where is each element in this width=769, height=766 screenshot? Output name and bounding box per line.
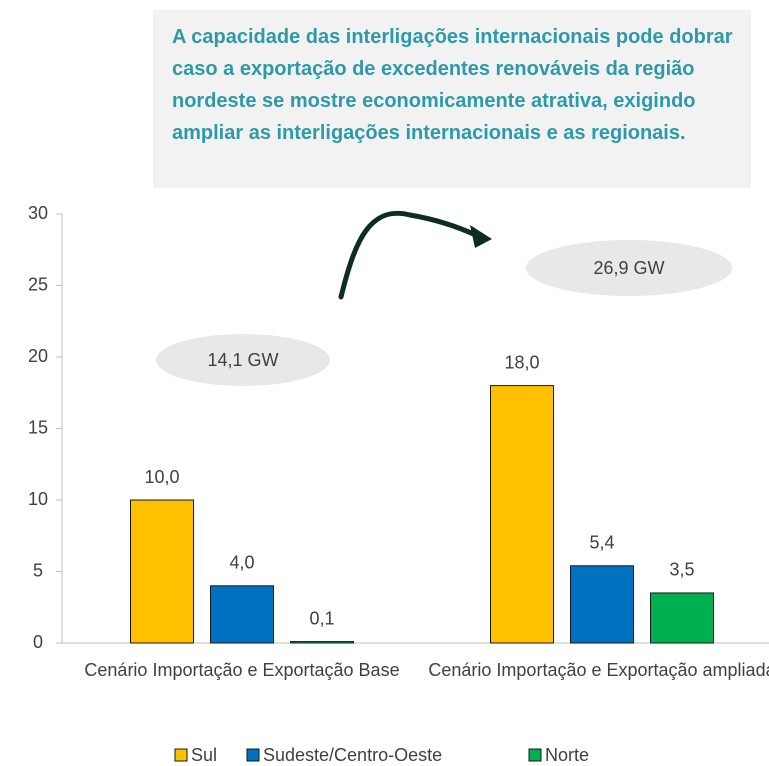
legend-swatch: [528, 748, 542, 762]
y-tick-label: 20: [28, 346, 48, 366]
data-label: 5,4: [589, 533, 614, 553]
data-label: 0,1: [309, 608, 334, 628]
y-tick-label: 5: [33, 560, 43, 580]
arrow: [338, 210, 481, 300]
data-label: 10,0: [144, 467, 179, 487]
data-label: 18,0: [504, 352, 539, 372]
total-bubble: [526, 240, 732, 296]
y-tick-label: 0: [33, 632, 43, 652]
total-label: 26,9 GW: [593, 258, 664, 278]
x-tick-label: Cenário Importação e Exportação ampliada: [428, 660, 769, 680]
legend-swatch: [246, 748, 260, 762]
y-tick-label: 15: [28, 417, 48, 437]
y-tick-label: 25: [28, 274, 48, 294]
data-label: 4,0: [229, 553, 254, 573]
arrow-head: [470, 225, 492, 248]
legend-swatch: [174, 748, 188, 762]
data-label: 3,5: [669, 560, 694, 580]
legend-label: Sul: [191, 745, 217, 765]
legend-label: Norte: [545, 745, 589, 765]
legend-label: Sudeste/Centro-Oeste: [263, 745, 442, 765]
y-tick-label: 10: [28, 489, 48, 509]
x-tick-label: Cenário Importação e Exportação Base: [84, 660, 400, 680]
total-label: 14,1 GW: [207, 350, 278, 370]
bar: [490, 385, 554, 644]
y-tick-label: 30: [28, 203, 48, 223]
bar: [290, 641, 354, 644]
bar: [570, 565, 634, 644]
total-bubble: [156, 334, 330, 386]
bar: [130, 499, 194, 644]
callout: A capacidade das interligações internaci…: [153, 10, 751, 188]
bar: [210, 585, 274, 644]
bar: [650, 592, 714, 644]
